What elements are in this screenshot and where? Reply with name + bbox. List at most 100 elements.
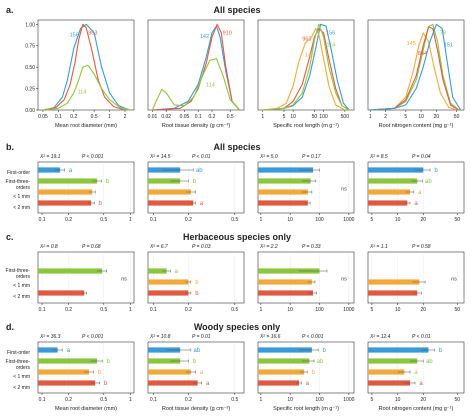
plot-frame: [367, 161, 465, 214]
y-tick-label: 0.25: [25, 87, 35, 93]
x-tick-label: 1000: [343, 217, 354, 223]
bar: [148, 178, 181, 184]
x-tick-label: 0.2: [185, 307, 192, 313]
significance-letter: b: [193, 179, 197, 185]
x-tick-label: 10: [418, 114, 424, 120]
row-label-lt1mm: < 1 mm: [13, 194, 30, 200]
x-tick-label: 0.5: [231, 217, 238, 223]
series-label-156: 156: [326, 30, 335, 36]
plot-frame: [147, 161, 245, 214]
series-label-844: 844: [418, 51, 427, 57]
plot-frame: [367, 341, 465, 394]
p-value: P < 0.01: [412, 334, 431, 340]
significance-letter: a: [418, 190, 422, 196]
ns-label: ns: [121, 277, 127, 283]
bar-chart-d-3: X² = 16.6 P < 0.001 1 10 100 1000 Specific roo…: [257, 334, 355, 412]
x-tick-label: 0.1: [150, 307, 157, 313]
y-tick-label: 0.75: [25, 44, 35, 50]
series-label-151: 151: [444, 42, 453, 48]
bar: [148, 268, 167, 274]
chi-square-stat: X² = 12.4: [369, 334, 391, 340]
row-labels-c: First-three- orders < 1 mm < 2 mm: [6, 268, 31, 300]
significance-letter: b: [193, 359, 197, 365]
bar: [38, 290, 85, 296]
x-tick-label: 0.5: [231, 397, 238, 403]
x-tick-label: 10: [395, 307, 401, 313]
x-axis-title: Root nitrogen content (mg g⁻¹): [379, 406, 454, 412]
x-tick-label: 0.5: [100, 217, 107, 223]
x-tick-label: 2: [124, 114, 127, 120]
density-chart-1: 0.05 0.1 0.2 0.5 1 2 0.00 0.25 0.50 0.75 1.00 Mean …: [25, 19, 135, 129]
x-tick-label: 50: [454, 114, 460, 120]
bar-chart-b-1: X² = 19.1 P < 0.001 0.1 0.2 0.5 1 a b b: [37, 154, 135, 223]
bar: [148, 347, 181, 353]
bar: [368, 380, 411, 386]
bar-chart-d-1: X² = 36.3 P < 0.001 0.1 0.2 0.5 1 Mean root di…: [37, 334, 135, 412]
series-label-953: 953: [88, 30, 97, 36]
y-tick-label: 0.50: [25, 65, 35, 71]
x-tick-label: 0.2: [185, 397, 192, 403]
significance-letter: b: [195, 291, 199, 297]
series-label-114: 114: [326, 42, 335, 48]
x-tick-label: 20: [421, 397, 427, 403]
density-line-114: [262, 23, 350, 111]
significance-letter: a: [414, 201, 418, 207]
row-label-first-order: First-order: [7, 170, 30, 176]
significance-letter: b: [98, 370, 102, 376]
x-axis-title: Root nitrogen content (mg g⁻¹): [379, 123, 454, 129]
chi-square-stat: X² = 19.1: [39, 154, 61, 160]
bar: [368, 178, 418, 184]
section-title-c: Herbaceous species only: [183, 232, 291, 242]
panel-label-a: a.: [6, 5, 14, 15]
x-tick-label: 10: [287, 397, 293, 403]
chi-square-stat: X² = 5.0: [259, 154, 278, 160]
bar: [38, 369, 89, 375]
x-tick-label: 10: [395, 397, 401, 403]
x-tick-label: 0.2: [209, 114, 216, 120]
section-title-a: All species: [213, 5, 260, 15]
bar: [148, 290, 189, 296]
bar: [258, 347, 312, 353]
row-label-orders: orders: [16, 185, 31, 191]
ns-label: ns: [341, 277, 347, 283]
row-labels-d: First-order First-three- orders < 1 mm <…: [6, 350, 31, 391]
x-axis-title: Specific root length (m g⁻¹): [273, 123, 339, 129]
x-tick-label: 100: [315, 217, 324, 223]
row-label-first-three: First-three-: [6, 268, 31, 274]
bar-chart-c-4: X² = 1.1 P = 0.58 5 10 20 50 ns: [367, 244, 465, 313]
series-label-963: 963: [302, 37, 311, 43]
significance-letter: a: [67, 348, 71, 354]
significance-letter: b: [107, 359, 111, 365]
x-tick-label: 5: [404, 114, 407, 120]
x-tick-label: 0.1: [150, 217, 157, 223]
significance-letter: ab: [194, 348, 201, 354]
x-tick-label: 1: [129, 307, 132, 313]
row-label-lt1mm: < 1 mm: [13, 283, 30, 289]
x-tick-label: 0.1: [39, 397, 46, 403]
x-tick-label: 1: [259, 307, 262, 313]
bar: [258, 178, 311, 184]
density-chart-2: 0.01 0.02 0.05 0.1 0.2 0.5 Root tissue density…: [148, 19, 245, 129]
p-value: P = 0.03: [192, 244, 211, 250]
series-label-145: 145: [305, 53, 314, 59]
chi-square-stat: X² = 14.5: [149, 154, 171, 160]
x-tick-label: 0.1: [195, 114, 202, 120]
x-tick-label: 1: [261, 114, 264, 120]
significance-letter: a: [419, 381, 423, 387]
significance-letter: ab: [196, 168, 203, 174]
x-tick-label: 0.5: [91, 114, 98, 120]
x-tick-label: 100: [315, 397, 324, 403]
density-line-844: [370, 26, 459, 111]
x-tick-label: 5: [283, 114, 286, 120]
x-tick-label: 100: [315, 307, 324, 313]
bar: [148, 189, 191, 195]
x-tick-label: 1: [108, 114, 111, 120]
plot-frame: [257, 19, 355, 111]
chi-square-stat: X² = 1.1: [369, 244, 388, 250]
chi-square-stat: X² = 2.2: [259, 244, 278, 250]
bar: [38, 347, 58, 353]
bar: [368, 369, 405, 375]
